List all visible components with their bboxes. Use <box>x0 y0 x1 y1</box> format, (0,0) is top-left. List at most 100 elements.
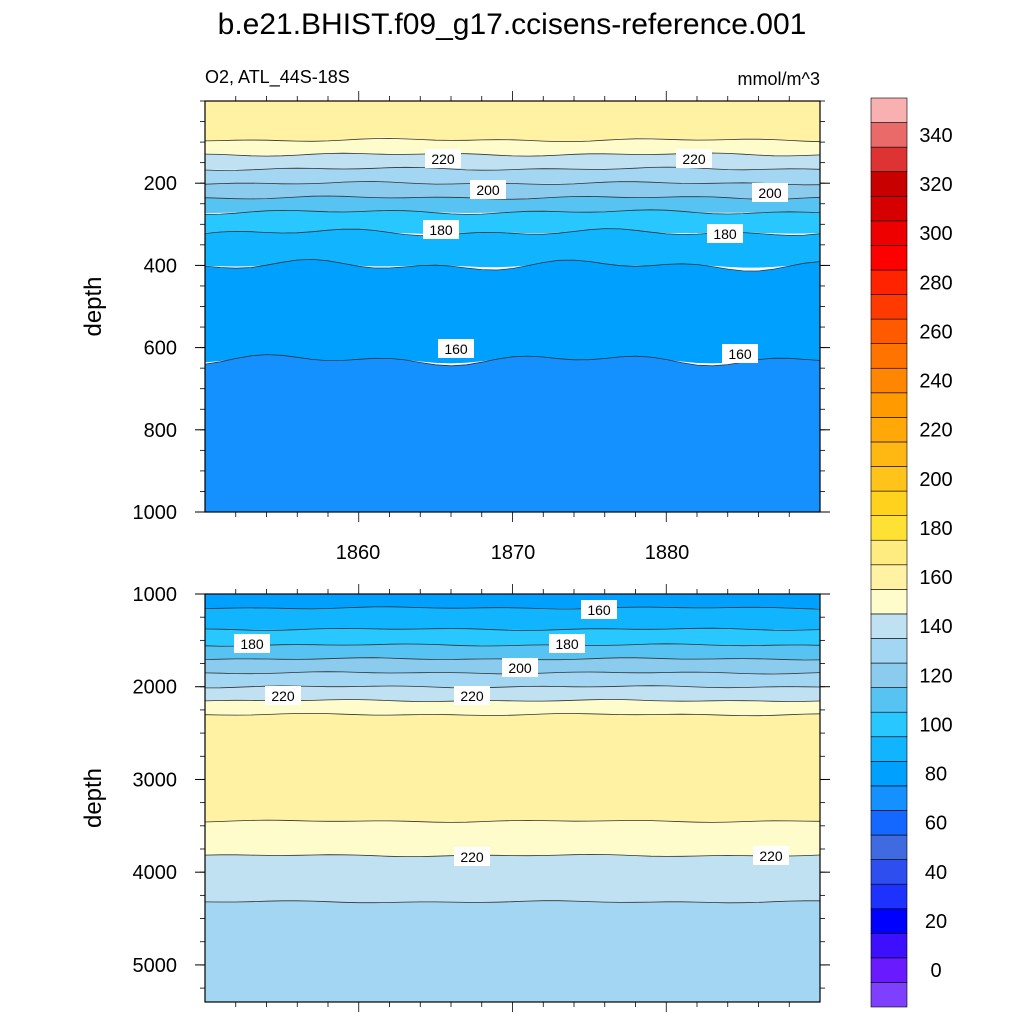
colorbar-label: 100 <box>919 714 952 736</box>
colorbar-swatch <box>870 638 908 664</box>
colorbar-swatch <box>870 711 908 738</box>
contour-line <box>204 900 820 904</box>
layer-220-230 <box>205 685 820 702</box>
contour-label: 160 <box>722 344 758 363</box>
colorbar-swatch <box>870 687 908 713</box>
y-axis-label: depth <box>80 768 107 828</box>
contour-label: 200 <box>470 180 506 199</box>
contour-label: 220 <box>676 149 712 168</box>
colorbar-label: 340 <box>919 125 952 147</box>
contour-label-text: 200 <box>508 660 532 676</box>
colorbar-swatch <box>870 171 908 197</box>
contour-line <box>204 685 821 689</box>
colorbar-label: 0 <box>930 960 941 982</box>
colorbar-label: 180 <box>919 518 952 540</box>
layer-150-160 <box>205 354 820 512</box>
contour-label-text: 200 <box>758 185 782 201</box>
contour-label-text: 160 <box>444 341 468 357</box>
contour-label: 160 <box>581 600 617 619</box>
colorbar-swatch <box>870 834 908 860</box>
y-tick-label: 200 <box>144 173 177 195</box>
colorbar-swatch <box>870 294 908 320</box>
contour-line <box>204 712 821 717</box>
contour-line <box>204 137 821 143</box>
colorbar-label: 140 <box>919 616 952 638</box>
contour-label: 220 <box>454 847 490 866</box>
colorbar-label: 240 <box>919 371 952 393</box>
contour-label-bg <box>752 183 788 202</box>
y-tick-label: 400 <box>144 255 177 277</box>
contour-label-bg <box>454 847 490 866</box>
colorbar-swatch <box>870 245 908 271</box>
y-tick-label: 4000 <box>133 862 178 884</box>
layer-220-230 <box>205 153 820 170</box>
contour-label-bg <box>707 224 743 243</box>
colorbar-swatch <box>870 269 908 295</box>
contour-label: 220 <box>753 846 789 865</box>
colorbar-swatch <box>870 122 908 148</box>
units-label: mmol/m^3 <box>738 69 820 89</box>
contour-label: 220 <box>265 686 301 705</box>
contour-label: 200 <box>752 183 788 202</box>
colorbar-swatch <box>870 810 908 836</box>
colorbar-swatch <box>870 318 908 344</box>
contour-label: 160 <box>438 339 474 358</box>
layer-170-180 <box>205 228 820 268</box>
colorbar-swatch <box>870 883 908 910</box>
y-axis-label: depth <box>80 276 107 336</box>
layer-230-240 <box>205 820 820 857</box>
contour-label-text: 220 <box>431 151 455 167</box>
x-tick-label: 1880 <box>645 542 690 564</box>
layer-240-250 <box>205 101 820 143</box>
y-tick-label: 1000 <box>133 502 178 524</box>
contour-label-bg <box>722 344 758 363</box>
contour-label: 200 <box>502 658 538 677</box>
contour-line <box>204 209 821 215</box>
colorbar-swatch <box>870 736 908 762</box>
colorbar-swatch <box>870 662 908 688</box>
contour-label-bg <box>502 658 538 677</box>
contour-label: 180 <box>423 220 459 239</box>
layer-230-240 <box>205 699 820 716</box>
contour-label-text: 180 <box>713 226 737 242</box>
contour-line <box>204 258 821 272</box>
colorbar-label: 280 <box>919 272 952 294</box>
y-tick-label: 5000 <box>133 955 178 977</box>
layer-230-240 <box>205 138 820 156</box>
x-tick-label: 1870 <box>491 542 536 564</box>
contour-label-text: 200 <box>476 182 500 198</box>
colorbar-swatch <box>870 146 908 173</box>
contour-line <box>204 699 821 703</box>
colorbar-label: 120 <box>919 665 952 687</box>
contour-label-text: 180 <box>240 636 264 652</box>
colorbar-label: 320 <box>919 174 952 196</box>
variable-region-label: O2, ATL_44S-18S <box>205 67 350 88</box>
contour-label: 180 <box>707 224 743 243</box>
y-tick-label: 2000 <box>133 677 178 699</box>
layer-210-220 <box>205 900 820 1002</box>
layer-160-170 <box>205 259 820 364</box>
contour-label-text: 160 <box>728 346 752 362</box>
layer-240-250 <box>205 713 820 822</box>
contour-line <box>204 643 821 647</box>
layer-200-210 <box>205 181 820 199</box>
contour-label-text: 220 <box>759 848 783 864</box>
y-tick-label: 3000 <box>133 769 178 791</box>
layer-210-220 <box>205 167 820 185</box>
colorbar-swatch <box>870 392 908 418</box>
contour-label-bg <box>753 846 789 865</box>
colorbar-swatch <box>870 785 908 811</box>
colorbar-label: 20 <box>925 911 947 933</box>
contour-line <box>204 354 821 367</box>
colorbar-swatch <box>870 441 908 467</box>
contour-line <box>204 166 821 171</box>
contour-line <box>204 195 821 200</box>
colorbar-swatch <box>870 97 908 123</box>
contour-label-bg <box>454 686 490 705</box>
colorbar-swatch <box>870 220 908 246</box>
colorbar-swatch <box>870 932 908 959</box>
colorbar-swatch <box>870 957 908 983</box>
colorbar-swatch <box>870 343 908 369</box>
colorbar-swatch <box>870 859 908 885</box>
contour-label-bg <box>549 634 585 653</box>
